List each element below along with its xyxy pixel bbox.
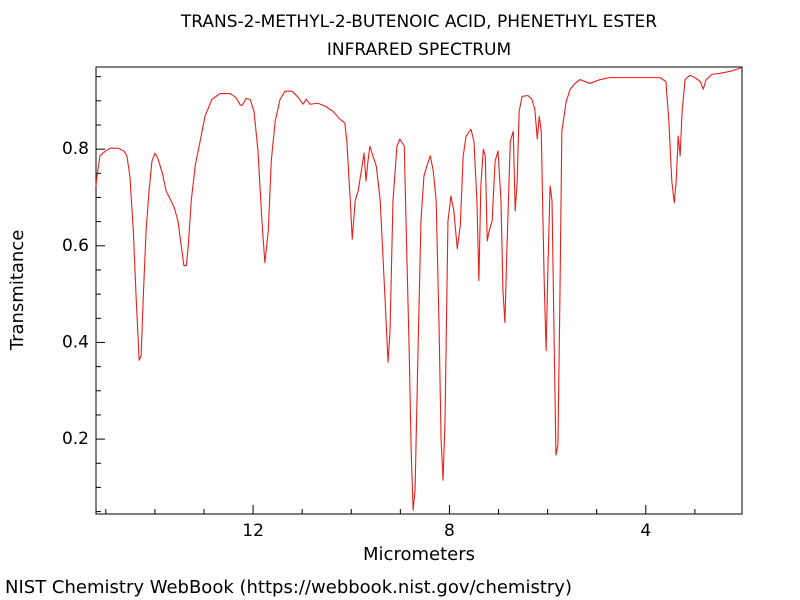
y-tick-label: 0.6 xyxy=(62,236,89,256)
source-note: NIST Chemistry WebBook (https://webbook.… xyxy=(5,577,572,598)
y-tick-label: 0.2 xyxy=(62,429,89,449)
x-axis-label: Micrometers xyxy=(363,544,475,565)
x-tick-label: 4 xyxy=(640,521,651,541)
chart-title: TRANS-2-METHYL-2-BUTENOIC ACID, PHENETHY… xyxy=(180,12,657,32)
spectrum-line xyxy=(95,66,743,511)
x-tick-label: 8 xyxy=(444,521,455,541)
y-tick-label: 0.4 xyxy=(62,332,89,352)
x-tick-label: 12 xyxy=(242,521,264,541)
y-axis-label: Transmitance xyxy=(7,230,28,352)
plot-frame xyxy=(95,66,743,515)
chart-subtitle: INFRARED SPECTRUM xyxy=(327,40,511,60)
y-tick-label: 0.8 xyxy=(62,139,89,159)
